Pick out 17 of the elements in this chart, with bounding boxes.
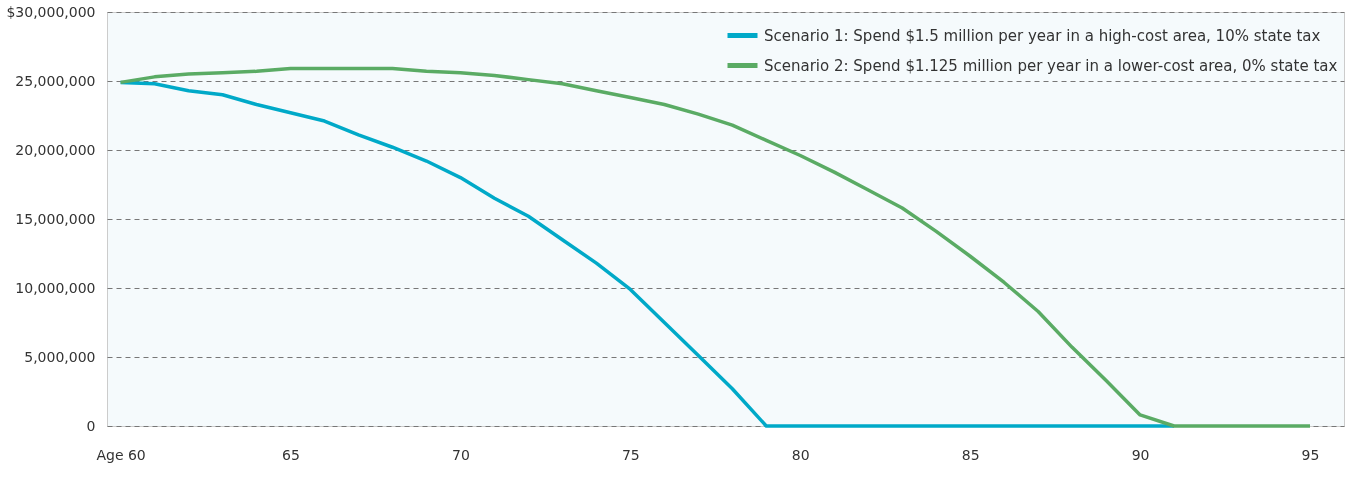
legend-label: Scenario 1: Spend $1.5 million per year in a high-cost area, 10% state tax	[764, 26, 1321, 45]
y-tick-label: 10,000,000	[15, 279, 96, 296]
x-tick-label: 80	[791, 446, 810, 463]
y-tick-label: 0	[86, 417, 96, 434]
y-tick-label: $30,000,000	[6, 3, 96, 20]
legend-label: Scenario 2: Spend $1.125 million per year in a lower-cost area, 0% state tax	[764, 56, 1338, 75]
y-tick-label: 15,000,000	[15, 210, 96, 227]
x-tick-label: 70	[452, 446, 470, 463]
x-tick-label: 85	[961, 446, 980, 463]
y-tick-label: 20,000,000	[15, 141, 96, 158]
x-tick-label: 95	[1301, 446, 1320, 463]
y-tick-label: 25,000,000	[15, 72, 96, 89]
x-tick-label: 65	[282, 446, 300, 463]
y-tick-label: 5,000,000	[24, 348, 96, 365]
x-tick-label: 75	[621, 446, 640, 463]
x-tick-label: 90	[1131, 446, 1150, 463]
x-tick-label: Age 60	[96, 446, 146, 463]
